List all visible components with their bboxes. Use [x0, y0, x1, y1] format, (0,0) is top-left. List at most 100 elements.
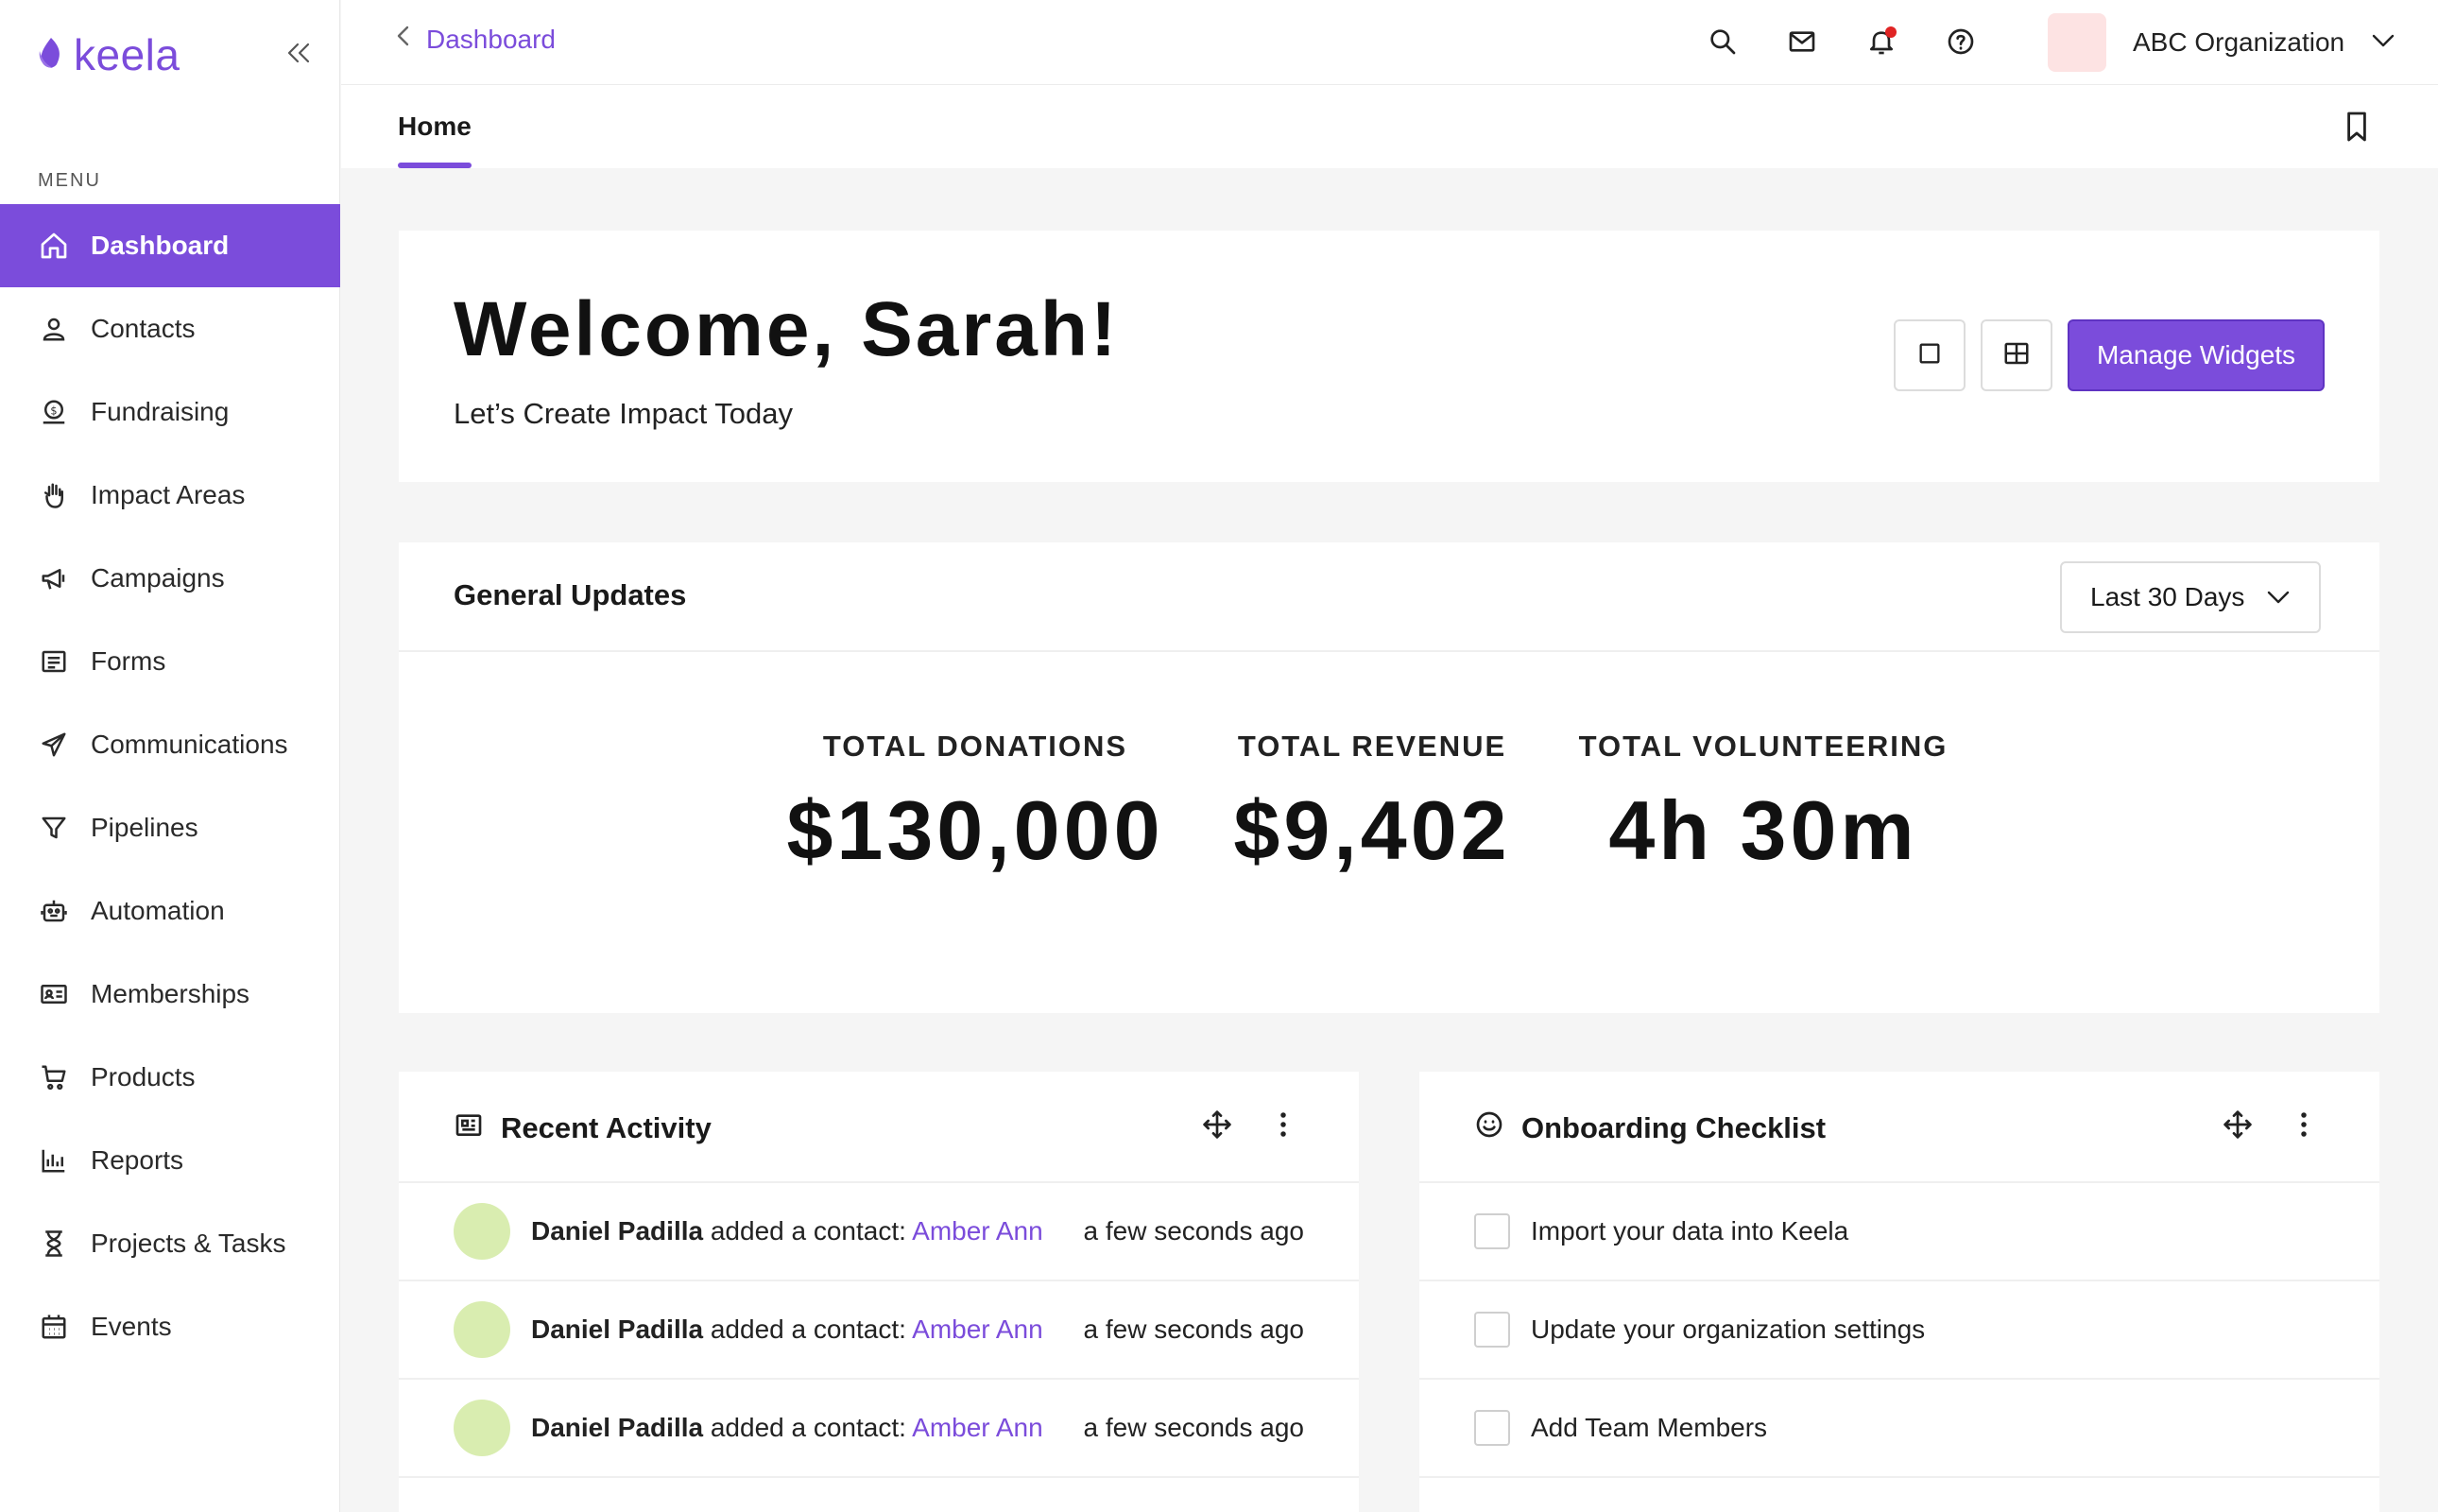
activity-time: a few seconds ago — [1083, 1413, 1305, 1442]
smiley-icon — [1474, 1109, 1504, 1147]
sidebar-item-products[interactable]: Products — [0, 1036, 340, 1119]
filter-icon — [38, 812, 70, 844]
organization-avatar — [2048, 13, 2106, 72]
move-icon[interactable] — [1198, 1106, 1236, 1143]
sidebar-item-events[interactable]: Events — [0, 1285, 340, 1368]
welcome-card: Welcome, Sarah! Let’s Create Impact Toda… — [399, 231, 2379, 482]
sidebar-item-impact-areas[interactable]: Impact Areas — [0, 454, 340, 537]
general-updates-card: General Updates Last 30 Days TOTAL DONAT… — [399, 542, 2379, 1013]
chevron-down-icon — [2266, 582, 2291, 612]
sidebar-item-projects-tasks[interactable]: Projects & Tasks — [0, 1202, 340, 1285]
sidebar-item-reports[interactable]: Reports — [0, 1119, 340, 1202]
keela-leaf-icon — [36, 36, 66, 75]
activity-target-link[interactable]: Amber Ann — [912, 1314, 1043, 1344]
logo-text: keela — [74, 30, 180, 79]
activity-row: Daniel Padilla added a contact: Amber An… — [399, 1281, 1359, 1380]
sidebar-nav: Dashboard Contacts $ Fundraising Impact … — [0, 204, 340, 1368]
more-vertical-icon[interactable] — [2285, 1106, 2323, 1143]
onboarding-title-text: Onboarding Checklist — [1521, 1111, 1827, 1144]
sidebar-item-communications[interactable]: Communications — [0, 703, 340, 786]
home-icon — [38, 230, 70, 262]
sidebar-item-label: Dashboard — [91, 231, 230, 260]
sidebar-item-label: Pipelines — [91, 813, 198, 842]
svg-text:$: $ — [50, 405, 57, 418]
sidebar-item-label: Projects & Tasks — [91, 1228, 286, 1258]
tab-bar: Home — [341, 85, 2438, 168]
sidebar-item-label: Events — [91, 1312, 172, 1341]
calendar-icon — [38, 1311, 70, 1343]
sidebar-item-label: Memberships — [91, 979, 250, 1008]
activity-text: Daniel Padilla added a contact: Amber An… — [531, 1314, 1043, 1345]
organization-name: ABC Organization — [2133, 27, 2345, 57]
welcome-title: Welcome, Sarah! — [454, 286, 1120, 372]
grid-layout-button[interactable] — [1981, 319, 2052, 391]
collapse-sidebar-button[interactable] — [278, 34, 319, 76]
onboarding-checklist-card: Onboarding Checklist Import your data in… — [1419, 1072, 2379, 1512]
sidebar-item-memberships[interactable]: Memberships — [0, 953, 340, 1036]
sidebar-item-forms[interactable]: Forms — [0, 620, 340, 703]
sidebar-item-label: Campaigns — [91, 563, 225, 593]
sidebar-item-label: Products — [91, 1062, 196, 1091]
breadcrumb-label: Dashboard — [426, 24, 556, 54]
bookmark-icon[interactable] — [2336, 106, 2378, 147]
sidebar-item-dashboard[interactable]: Dashboard — [0, 204, 340, 287]
date-range-select[interactable]: Last 30 Days — [2060, 561, 2321, 633]
top-bar: Dashboard ABC Organization — [341, 0, 2438, 85]
more-vertical-icon[interactable] — [1264, 1106, 1302, 1143]
grid-icon — [2002, 339, 2031, 372]
search-icon[interactable] — [1702, 21, 1743, 62]
sidebar-item-contacts[interactable]: Contacts — [0, 287, 340, 370]
recent-activity-card: Recent Activity Daniel Padilla added a c… — [399, 1072, 1359, 1512]
activity-action: added a contact: — [703, 1314, 913, 1344]
stat-label: TOTAL VOLUNTEERING — [1578, 730, 1949, 763]
mail-icon[interactable] — [1781, 21, 1823, 62]
chevron-down-icon — [2371, 32, 2395, 54]
sidebar-item-label: Automation — [91, 896, 225, 925]
breadcrumb[interactable]: Dashboard — [394, 23, 556, 56]
manage-widgets-button[interactable]: Manage Widgets — [2068, 319, 2325, 391]
sidebar-item-label: Fundraising — [91, 397, 230, 426]
activity-actor: Daniel Padilla — [531, 1314, 704, 1344]
stat-total-revenue: TOTAL REVENUE $9,402 — [1230, 730, 1514, 879]
person-icon — [38, 313, 70, 345]
keela-logo[interactable]: keela — [36, 29, 180, 80]
checklist-checkbox[interactable] — [1474, 1410, 1510, 1446]
avatar — [454, 1301, 510, 1358]
menu-label: MENU — [38, 170, 101, 191]
logo-row: keela — [36, 28, 319, 81]
activity-actor: Daniel Padilla — [531, 1413, 704, 1442]
notification-dot — [1885, 26, 1897, 38]
general-updates-header: General Updates Last 30 Days — [399, 542, 2379, 652]
cart-icon — [38, 1061, 70, 1093]
notification-bell-icon[interactable] — [1861, 21, 1902, 62]
form-icon — [38, 645, 70, 678]
stat-label: TOTAL REVENUE — [1237, 730, 1507, 763]
help-icon[interactable] — [1940, 21, 1982, 62]
recent-activity-header: Recent Activity — [399, 1072, 1359, 1183]
stat-total-donations: TOTAL DONATIONS $130,000 — [775, 730, 1176, 879]
tab-home[interactable]: Home — [398, 85, 472, 168]
sidebar-item-campaigns[interactable]: Campaigns — [0, 537, 340, 620]
sidebar-item-pipelines[interactable]: Pipelines — [0, 786, 340, 869]
sidebar-item-label: Impact Areas — [91, 480, 246, 509]
date-range-value: Last 30 Days — [2090, 582, 2245, 611]
activity-row: Daniel Padilla added a contact: Amber An… — [399, 1380, 1359, 1478]
activity-target-link[interactable]: Amber Ann — [912, 1216, 1043, 1246]
id-card-icon — [38, 978, 70, 1010]
move-icon[interactable] — [2219, 1106, 2257, 1143]
paper-plane-icon — [38, 729, 70, 761]
recent-activity-title-text: Recent Activity — [501, 1111, 712, 1144]
single-column-layout-button[interactable] — [1894, 319, 1966, 391]
activity-target-link[interactable]: Amber Ann — [912, 1413, 1043, 1442]
checklist-item: Import your data into Keela — [1419, 1183, 2379, 1281]
sidebar-item-fundraising[interactable]: $ Fundraising — [0, 370, 340, 454]
activity-row-partial — [399, 1478, 1359, 1512]
sidebar-item-automation[interactable]: Automation — [0, 869, 340, 953]
checklist-checkbox[interactable] — [1474, 1312, 1510, 1348]
organization-switcher[interactable]: ABC Organization — [2048, 13, 2395, 72]
checklist-checkbox[interactable] — [1474, 1213, 1510, 1249]
checklist-item-partial — [1419, 1478, 2379, 1512]
checklist-label: Update your organization settings — [1531, 1314, 1926, 1344]
widget-actions — [1198, 1106, 1302, 1143]
hand-icon — [38, 479, 70, 511]
